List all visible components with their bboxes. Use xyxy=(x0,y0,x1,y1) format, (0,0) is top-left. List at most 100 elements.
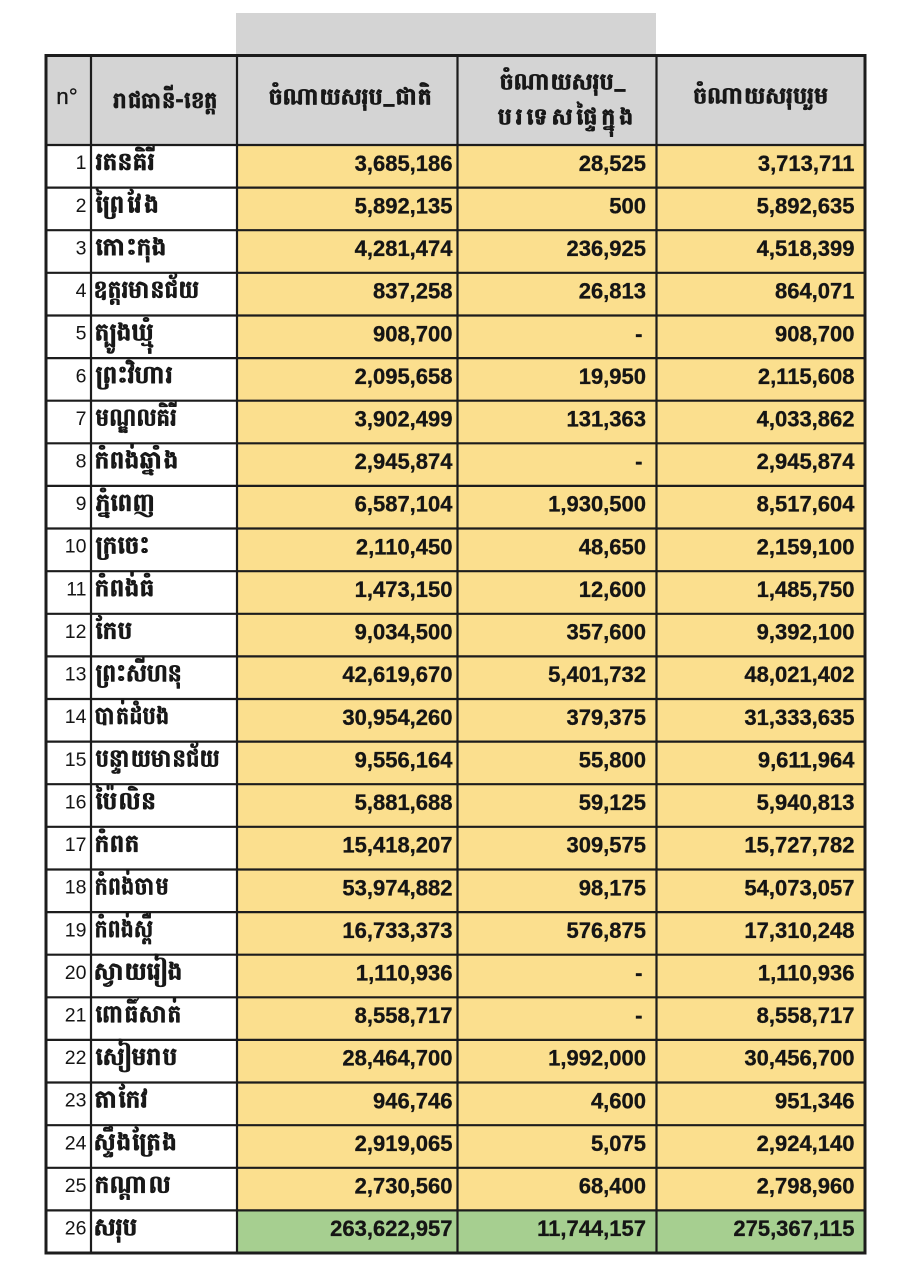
svg-text:25: 25 xyxy=(65,1175,87,1197)
svg-text:26,813: 26,813 xyxy=(579,279,646,304)
svg-text:946,746: 946,746 xyxy=(373,1088,453,1113)
svg-text:379,375: 379,375 xyxy=(566,705,646,730)
svg-text:28,525: 28,525 xyxy=(579,151,646,176)
svg-text:5,881,688: 5,881,688 xyxy=(355,790,453,815)
svg-text:309,575: 309,575 xyxy=(566,833,646,858)
svg-text:16,733,373: 16,733,373 xyxy=(342,918,452,943)
svg-text:1,992,000: 1,992,000 xyxy=(548,1046,646,1071)
svg-text:6,587,104: 6,587,104 xyxy=(355,492,454,517)
svg-text:54,073,057: 54,073,057 xyxy=(744,875,854,900)
svg-text:8: 8 xyxy=(76,451,87,473)
svg-text:9,034,500: 9,034,500 xyxy=(355,620,453,645)
svg-text:864,071: 864,071 xyxy=(775,279,855,304)
svg-text:16: 16 xyxy=(65,791,87,813)
svg-text:275,367,115: 275,367,115 xyxy=(733,1216,854,1241)
svg-text:4: 4 xyxy=(76,280,87,302)
svg-text:18: 18 xyxy=(65,877,87,899)
svg-text:48,021,402: 48,021,402 xyxy=(744,662,854,687)
svg-text:2,945,874: 2,945,874 xyxy=(757,449,856,474)
svg-text:26: 26 xyxy=(65,1218,87,1240)
svg-text:21: 21 xyxy=(65,1005,87,1027)
svg-text:11: 11 xyxy=(66,578,86,600)
svg-text:4,600: 4,600 xyxy=(591,1088,646,1113)
svg-text:2,919,065: 2,919,065 xyxy=(355,1131,453,1156)
svg-text:55,800: 55,800 xyxy=(579,747,646,772)
svg-text:22: 22 xyxy=(65,1047,87,1069)
svg-text:20: 20 xyxy=(65,962,87,984)
svg-text:59,125: 59,125 xyxy=(579,790,646,815)
svg-text:-: - xyxy=(635,321,642,346)
svg-text:357,600: 357,600 xyxy=(566,620,646,645)
svg-text:2,730,560: 2,730,560 xyxy=(355,1174,453,1199)
svg-text:2,798,960: 2,798,960 xyxy=(757,1174,855,1199)
svg-text:3,713,711: 3,713,711 xyxy=(758,151,855,176)
svg-text:14: 14 xyxy=(65,706,87,728)
svg-text:-: - xyxy=(635,961,642,986)
svg-text:28,464,700: 28,464,700 xyxy=(342,1046,452,1071)
svg-text:42,619,670: 42,619,670 xyxy=(342,662,452,687)
svg-text:8,558,717: 8,558,717 xyxy=(757,1003,855,1028)
svg-text:5,940,813: 5,940,813 xyxy=(757,790,855,815)
svg-text:n°: n° xyxy=(56,84,78,109)
svg-text:1,485,750: 1,485,750 xyxy=(757,577,855,602)
svg-text:500: 500 xyxy=(609,193,646,218)
svg-text:48,650: 48,650 xyxy=(579,534,646,559)
svg-text:8,558,717: 8,558,717 xyxy=(355,1003,453,1028)
svg-text:5,401,732: 5,401,732 xyxy=(548,662,646,687)
svg-text:9: 9 xyxy=(76,493,87,515)
svg-text:4,281,474: 4,281,474 xyxy=(355,236,454,261)
svg-text:4,033,862: 4,033,862 xyxy=(757,407,855,432)
svg-text:19: 19 xyxy=(65,919,87,941)
svg-text:908,700: 908,700 xyxy=(373,321,453,346)
svg-text:30,954,260: 30,954,260 xyxy=(342,705,452,730)
svg-text:8,517,604: 8,517,604 xyxy=(757,492,856,517)
svg-text:11,744,157: 11,744,157 xyxy=(537,1216,646,1241)
svg-text:12,600: 12,600 xyxy=(579,577,646,602)
svg-text:576,875: 576,875 xyxy=(566,918,646,943)
svg-text:6: 6 xyxy=(76,365,87,387)
svg-text:236,925: 236,925 xyxy=(566,236,646,261)
svg-text:5,075: 5,075 xyxy=(591,1131,646,1156)
svg-text:4,518,399: 4,518,399 xyxy=(757,236,855,261)
svg-text:1,110,936: 1,110,936 xyxy=(758,961,855,986)
svg-text:263,622,957: 263,622,957 xyxy=(330,1216,452,1241)
svg-text:908,700: 908,700 xyxy=(775,321,855,346)
svg-text:31,333,635: 31,333,635 xyxy=(744,705,854,730)
svg-text:15,418,207: 15,418,207 xyxy=(342,833,452,858)
svg-text:17: 17 xyxy=(65,834,87,856)
svg-text:1,473,150: 1,473,150 xyxy=(355,577,453,602)
svg-text:68,400: 68,400 xyxy=(579,1174,646,1199)
svg-text:98,175: 98,175 xyxy=(579,875,646,900)
svg-text:2,095,658: 2,095,658 xyxy=(355,364,453,389)
svg-text:19,950: 19,950 xyxy=(579,364,646,389)
svg-text:1,930,500: 1,930,500 xyxy=(548,492,646,517)
svg-text:837,258: 837,258 xyxy=(373,279,453,304)
svg-text:12: 12 xyxy=(65,621,87,643)
svg-text:1: 1 xyxy=(76,152,87,174)
svg-text:5,892,635: 5,892,635 xyxy=(757,193,855,218)
svg-text:2,924,140: 2,924,140 xyxy=(757,1131,855,1156)
svg-text:-: - xyxy=(635,1003,642,1028)
svg-text:17,310,248: 17,310,248 xyxy=(744,918,854,943)
svg-text:5,892,135: 5,892,135 xyxy=(355,193,453,218)
svg-text:2,159,100: 2,159,100 xyxy=(757,534,855,559)
svg-text:53,974,882: 53,974,882 xyxy=(342,875,452,900)
svg-text:3: 3 xyxy=(76,237,87,259)
svg-text:951,346: 951,346 xyxy=(775,1088,855,1113)
svg-text:2: 2 xyxy=(76,195,87,217)
svg-text:15: 15 xyxy=(65,749,87,771)
svg-text:30,456,700: 30,456,700 xyxy=(744,1046,854,1071)
svg-text:1,110,936: 1,110,936 xyxy=(356,961,453,986)
svg-text:23: 23 xyxy=(65,1090,87,1112)
svg-text:9,611,964: 9,611,964 xyxy=(758,747,855,772)
svg-text:13: 13 xyxy=(65,664,87,686)
svg-text:5: 5 xyxy=(76,323,87,345)
svg-text:2,945,874: 2,945,874 xyxy=(355,449,454,474)
svg-text:3,685,186: 3,685,186 xyxy=(355,151,453,176)
svg-text:9,392,100: 9,392,100 xyxy=(757,620,855,645)
svg-text:15,727,782: 15,727,782 xyxy=(744,833,854,858)
svg-text:131,363: 131,363 xyxy=(566,407,646,432)
svg-text:9,556,164: 9,556,164 xyxy=(355,747,454,772)
svg-text:-: - xyxy=(635,449,642,474)
svg-text:3,902,499: 3,902,499 xyxy=(355,407,453,432)
